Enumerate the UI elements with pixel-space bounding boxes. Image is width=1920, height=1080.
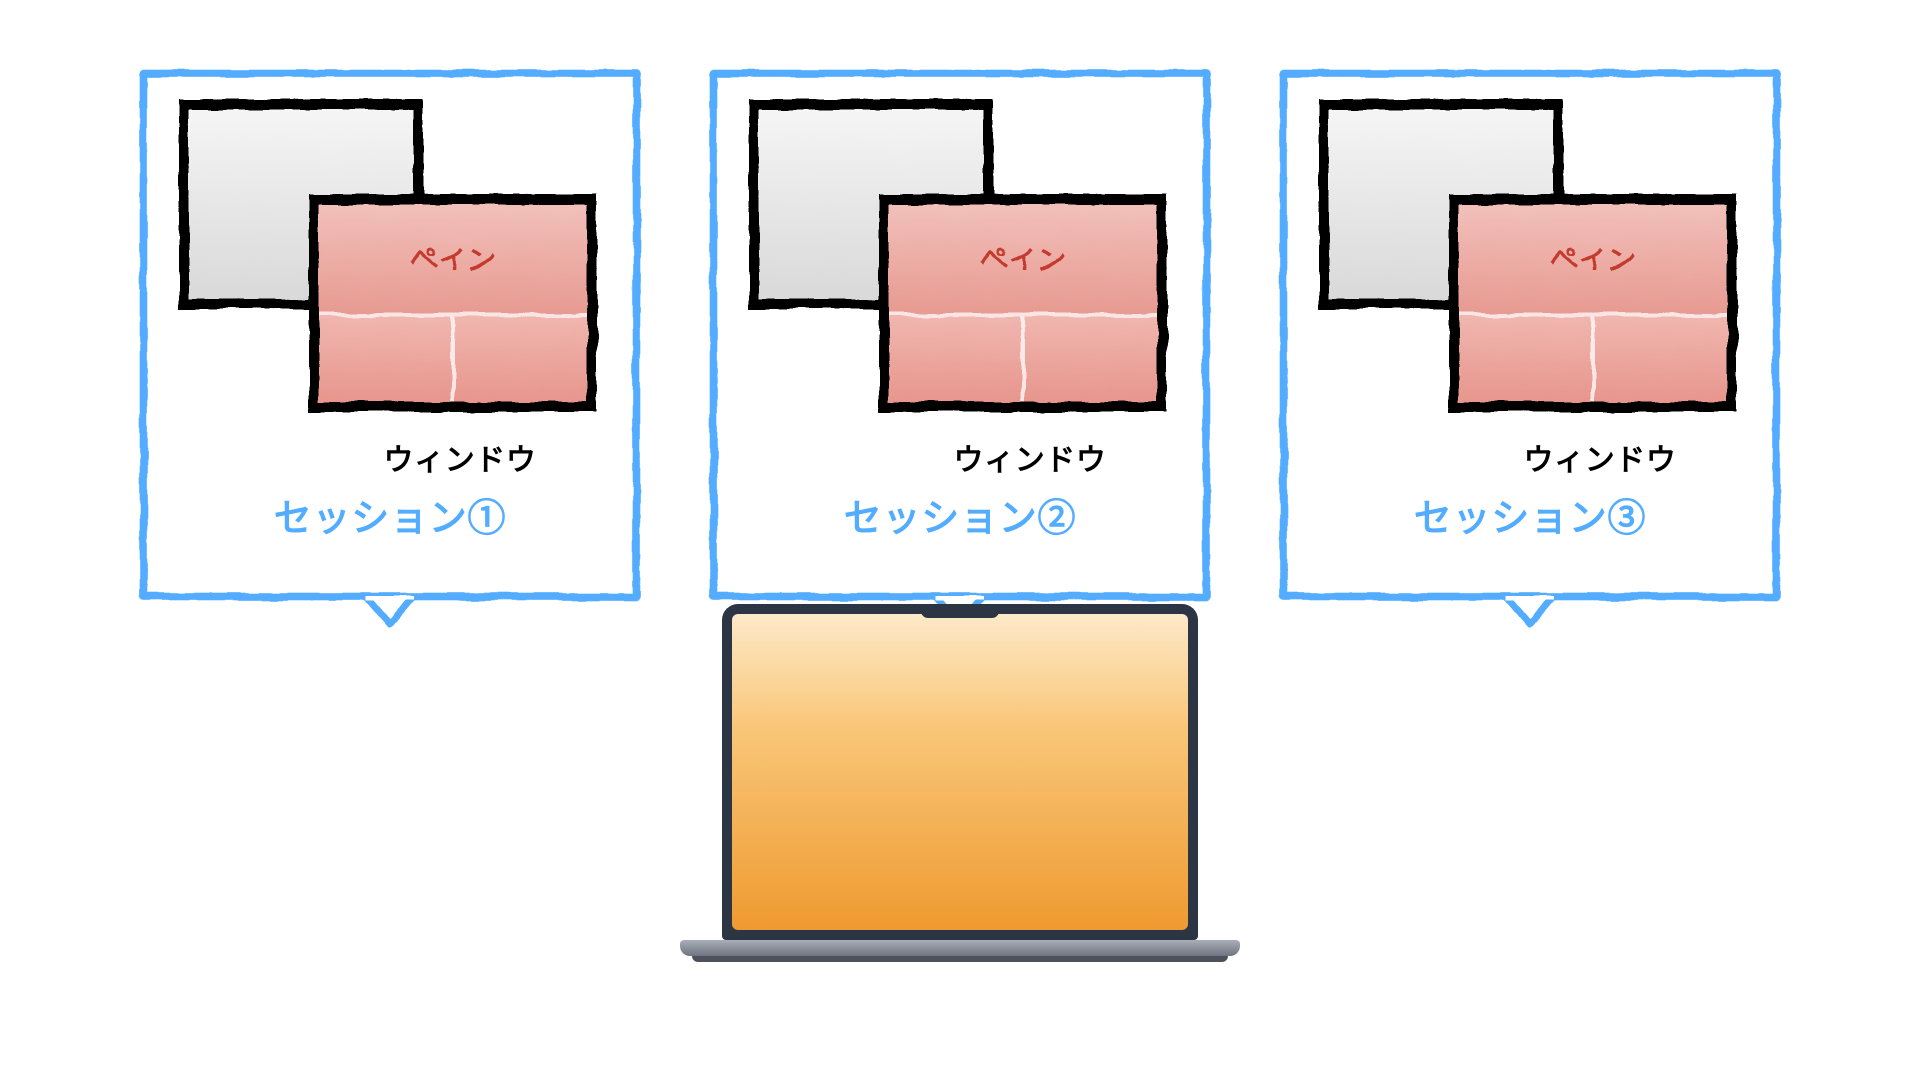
session-label: セッション③ [1414, 487, 1647, 542]
front-window: ペイン [309, 194, 597, 412]
pane-label: ペイン [980, 238, 1066, 278]
bubble-content: ペイン ウィンドウ セッション② [717, 77, 1203, 593]
pane-bottom-left [1459, 317, 1595, 402]
pane-bottom-left [889, 317, 1025, 402]
bubble-content: ペイン ウィンドウ セッション③ [1287, 77, 1773, 593]
window-stack: ペイン [717, 99, 1203, 429]
laptop-icon [680, 604, 1240, 964]
window-stack: ペイン [147, 99, 633, 429]
session-bubble-1: ペイン ウィンドウ セッション① [140, 70, 640, 600]
pane-bottom-row [889, 313, 1157, 402]
pane-bottom-right [1595, 317, 1727, 402]
pane-bottom-row [319, 313, 587, 402]
laptop-base [680, 940, 1240, 956]
pane-label: ペイン [410, 238, 496, 278]
session-bubble-2: ペイン ウィンドウ セッション② [710, 70, 1210, 600]
diagram-stage: ペイン ウィンドウ セッション① [0, 0, 1920, 1080]
pane-label: ペイン [1550, 238, 1636, 278]
laptop-screen [732, 614, 1188, 930]
session-label: セッション① [274, 487, 507, 542]
pane-top: ペイン [319, 204, 587, 313]
pane-bottom-right [1025, 317, 1157, 402]
pane-bottom-row [1459, 313, 1727, 402]
window-label: ウィンドウ [1287, 435, 1773, 479]
window-label: ウィンドウ [147, 435, 633, 479]
window-stack: ペイン [1287, 99, 1773, 429]
laptop-feet [692, 956, 1228, 962]
pane-top: ペイン [889, 204, 1157, 313]
bubble-tail [362, 596, 418, 628]
pane-bottom-left [319, 317, 455, 402]
session-bubble-3: ペイン ウィンドウ セッション③ [1280, 70, 1780, 600]
front-window: ペイン [879, 194, 1167, 412]
window-label: ウィンドウ [717, 435, 1203, 479]
bubble-content: ペイン ウィンドウ セッション① [147, 77, 633, 593]
pane-bottom-right [455, 317, 587, 402]
front-window: ペイン [1449, 194, 1737, 412]
session-label: セッション② [844, 487, 1077, 542]
pane-top: ペイン [1459, 204, 1727, 313]
laptop-notch [921, 604, 999, 618]
laptop-lid [722, 604, 1198, 940]
bubble-tail [1502, 596, 1558, 628]
